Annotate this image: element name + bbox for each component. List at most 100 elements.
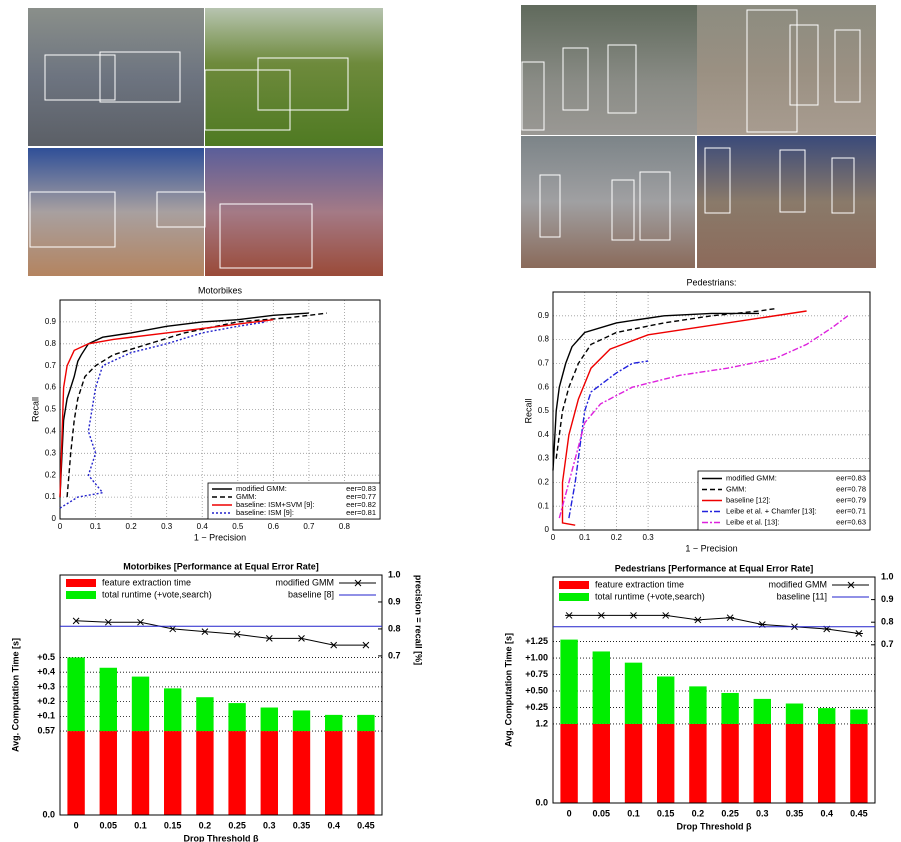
line-marker: [597, 612, 605, 618]
series-line: [76, 621, 366, 645]
y-axis-label: Avg. Computation Time [s]: [503, 633, 513, 747]
x-axis-label: 1 − Precision: [194, 532, 246, 542]
bar-segment: [818, 708, 835, 724]
x-tick-label: 0.45: [357, 820, 375, 830]
y-tick-label: 0.2: [45, 470, 57, 479]
legend-marker: [847, 582, 855, 588]
y-tick-label: 0.9: [538, 311, 550, 320]
legend-label: modified GMM: [768, 579, 827, 589]
x-tick-label: 0.2: [199, 820, 212, 830]
y-axis-label: Recall: [30, 397, 40, 422]
x-tick-label: 0.1: [579, 533, 591, 542]
bar-segment: [625, 663, 642, 724]
line-marker: [565, 612, 573, 618]
line-marker: [855, 631, 863, 637]
legend-label: baseline [12]:: [726, 495, 771, 504]
y-tick-label: 0.8: [538, 335, 550, 344]
bar-segment: [593, 724, 610, 803]
y-axis-label: Recall: [523, 398, 533, 423]
y-tick-label: 0.1: [45, 492, 57, 501]
y2-tick-label: 1.0: [881, 571, 894, 581]
bar-segment: [818, 724, 835, 803]
bar-segment: [560, 724, 577, 803]
legend-label: feature extraction time: [595, 579, 684, 589]
photo: [697, 136, 876, 268]
x-tick-label: 0.5: [232, 522, 244, 531]
y2-tick-label: 0.8: [881, 617, 894, 627]
bar-segment: [132, 677, 149, 731]
legend-swatch: [559, 581, 589, 589]
y-tick-label: 0.0: [42, 809, 55, 819]
chart-title: Pedestrians [Performance at Equal Error …: [615, 563, 814, 573]
bar-segment: [593, 651, 610, 723]
y-tick-label: +0.4: [37, 667, 55, 677]
x-tick-label: 0.2: [692, 808, 705, 818]
bar-segment: [261, 731, 278, 815]
x-tick-label: 0.2: [611, 533, 623, 542]
bar-segment: [625, 724, 642, 803]
line-marker: [694, 617, 702, 623]
y2-tick-label: 1.0: [388, 569, 401, 579]
bar-segment: [325, 715, 342, 731]
legend-swatch: [66, 579, 96, 587]
bar-segment: [67, 657, 84, 731]
x-tick-label: 0.45: [850, 808, 868, 818]
y-tick-label: 0.6: [45, 383, 57, 392]
bar-segment: [721, 724, 738, 803]
y-tick-label: +0.50: [525, 685, 548, 695]
y-tick-label: 0.5: [45, 405, 57, 414]
bar-segment: [754, 724, 771, 803]
x-axis-label: Drop Threshold β: [677, 821, 752, 831]
y-tick-label: 0.8: [45, 339, 57, 348]
y-tick-label: 1.2: [535, 718, 548, 728]
y-tick-label: 0.1: [538, 501, 550, 510]
x-tick-label: 0.35: [786, 808, 804, 818]
bar-segment: [850, 709, 867, 723]
series-line: [553, 313, 759, 470]
x-tick-label: 0.3: [161, 522, 173, 531]
bar-segment: [357, 731, 374, 815]
x-tick-label: 0: [567, 808, 572, 818]
y-tick-label: +0.5: [37, 652, 55, 662]
bar-segment: [100, 668, 117, 731]
legend-label: Leibe et al. [13]:: [726, 517, 779, 526]
legend-note: eer=0.78: [836, 484, 866, 493]
y-tick-label: 0.5: [538, 406, 550, 415]
bar-segment: [228, 703, 245, 731]
y-tick-label: 0.7: [45, 361, 57, 370]
figure: Motorbikes00.10.20.30.40.50.60.70.800.10…: [0, 0, 901, 842]
y2-tick-label: 0.9: [388, 596, 401, 606]
y-tick-label: 0.0: [535, 797, 548, 807]
bar-segment: [560, 640, 577, 724]
line-marker: [662, 612, 670, 618]
bar-segment: [657, 676, 674, 723]
x-tick-label: 0.3: [263, 820, 276, 830]
bar-segment: [721, 693, 738, 724]
legend-label: total runtime (+vote,search): [595, 591, 705, 601]
y2-axis-label: precision = recall [%]: [414, 575, 424, 665]
x-tick-label: 0: [74, 820, 79, 830]
x-axis-label: 1 − Precision: [685, 543, 737, 553]
x-tick-label: 0.35: [293, 820, 311, 830]
bar-segment: [357, 715, 374, 731]
bar-segment: [850, 724, 867, 803]
y-tick-label: +0.75: [525, 669, 548, 679]
photo: [205, 148, 383, 276]
legend-label: baseline: ISM [9]:: [236, 508, 294, 517]
legend: modified GMM:eer=0.83GMM:eer=0.78baselin…: [698, 471, 870, 530]
y-tick-label: +0.1: [37, 711, 55, 721]
y-tick-label: 0.3: [538, 454, 550, 463]
x-tick-label: 0.4: [327, 820, 340, 830]
y-tick-label: +0.3: [37, 681, 55, 691]
bar-segment: [196, 731, 213, 815]
x-tick-label: 0.15: [657, 808, 675, 818]
bar-segment: [228, 731, 245, 815]
series-line: [60, 313, 309, 497]
x-tick-label: 0.8: [339, 522, 351, 531]
y-tick-label: 0.57: [37, 725, 55, 735]
bar-segment: [196, 697, 213, 731]
photo: [205, 8, 383, 146]
y-tick-label: 0: [52, 514, 57, 523]
y-tick-label: +0.25: [525, 702, 548, 712]
x-tick-label: 0.05: [593, 808, 611, 818]
